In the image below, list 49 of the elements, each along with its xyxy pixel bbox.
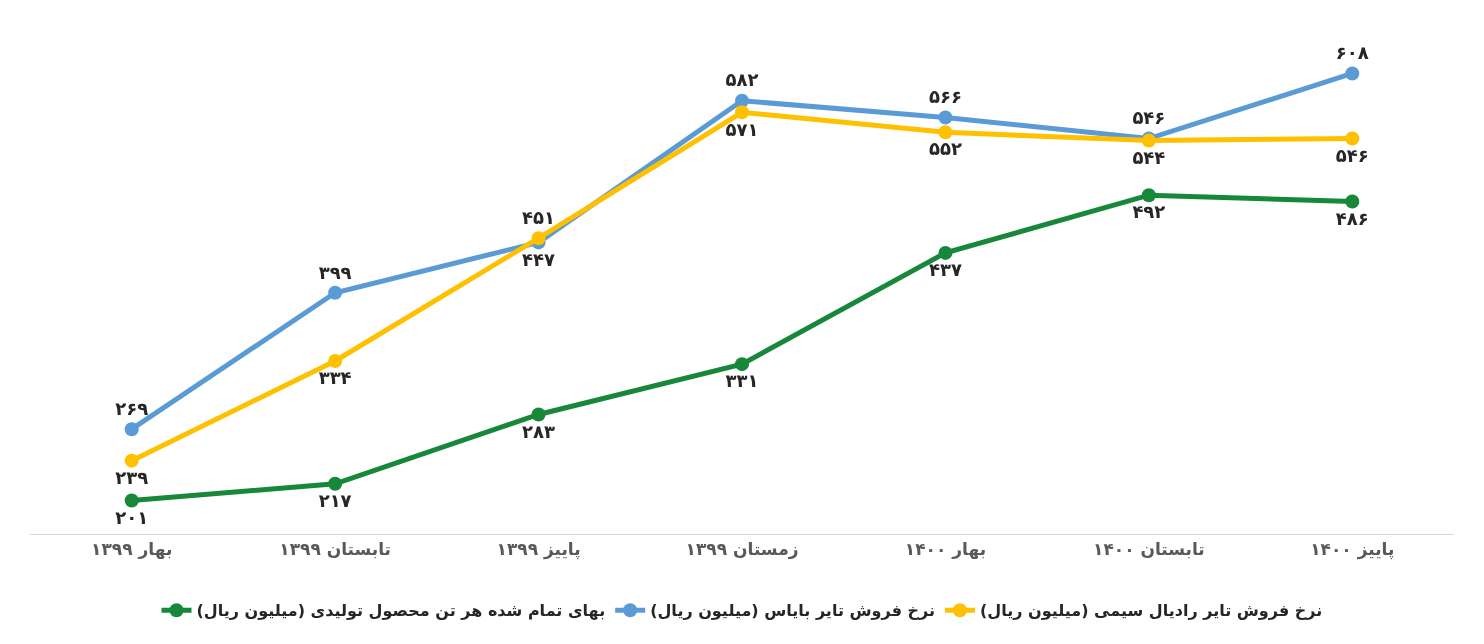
point xyxy=(938,125,953,140)
point xyxy=(328,353,343,368)
point xyxy=(735,93,749,108)
legend-label: نرخ فروش تایر رادیال سیمی (میلیون ریال) xyxy=(979,601,1323,621)
x-tick-label: بهار ۱۳۹۹ xyxy=(91,539,173,561)
point xyxy=(328,476,343,491)
data-label: ۴۸۶ xyxy=(1335,207,1369,229)
x-tick-label: تابستان ۱۳۹۹ xyxy=(279,539,391,560)
x-tick-label: پاییز ۱۳۹۹ xyxy=(496,539,581,561)
point xyxy=(328,285,343,300)
data-label: ۵۴۴ xyxy=(1132,146,1166,168)
data-label: ۲۰۱ xyxy=(115,506,149,528)
x-tick-label: پاییز ۱۴۰۰ xyxy=(1310,539,1395,561)
data-label: ۲۳۹ xyxy=(115,466,149,488)
data-label: ۲۸۳ xyxy=(522,420,556,442)
data-label: ۴۳۷ xyxy=(928,259,962,281)
point xyxy=(938,110,953,125)
point xyxy=(1345,194,1360,209)
data-label: ۵۸۲ xyxy=(725,69,759,91)
data-label: ۵۴۶ xyxy=(1335,144,1369,166)
point xyxy=(1141,188,1156,203)
legend-label: بهای تمام شده هر تن محصول تولیدی (میلیون ریال) xyxy=(196,601,606,621)
data-label: ۴۹۲ xyxy=(1132,201,1166,223)
data-label: ۲۱۷ xyxy=(318,490,352,512)
data-label: ۵۶۶ xyxy=(928,86,962,108)
point xyxy=(124,493,139,508)
point xyxy=(1345,131,1360,146)
data-label: ۵۷۱ xyxy=(725,118,759,140)
data-label: ۵۵۲ xyxy=(928,138,962,160)
data-label: ۴۵۱ xyxy=(522,206,556,228)
data-label: ۳۹۹ xyxy=(318,261,352,283)
x-tick-label: زمستان ۱۳۹۹ xyxy=(685,539,799,560)
data-label: ۲۶۹ xyxy=(115,397,149,419)
point xyxy=(124,453,139,468)
point xyxy=(1345,66,1360,81)
x-tick-label: تابستان ۱۴۰۰ xyxy=(1093,539,1205,560)
point xyxy=(531,231,546,246)
data-label: ۳۳۴ xyxy=(318,367,352,389)
x-tick-label: بهار ۱۴۰۰ xyxy=(904,539,987,561)
point xyxy=(531,407,546,422)
point xyxy=(938,245,953,260)
legend-label: نرخ فروش تایر بایاس (میلیون ریال) xyxy=(650,601,935,621)
point xyxy=(735,357,749,372)
point xyxy=(124,422,139,437)
data-label: ۴۴۷ xyxy=(522,248,556,270)
data-label: ۳۳۱ xyxy=(725,370,759,392)
data-label: ۶۰۸ xyxy=(1335,42,1369,64)
point xyxy=(735,105,749,120)
data-label: ۵۴۶ xyxy=(1132,107,1166,129)
